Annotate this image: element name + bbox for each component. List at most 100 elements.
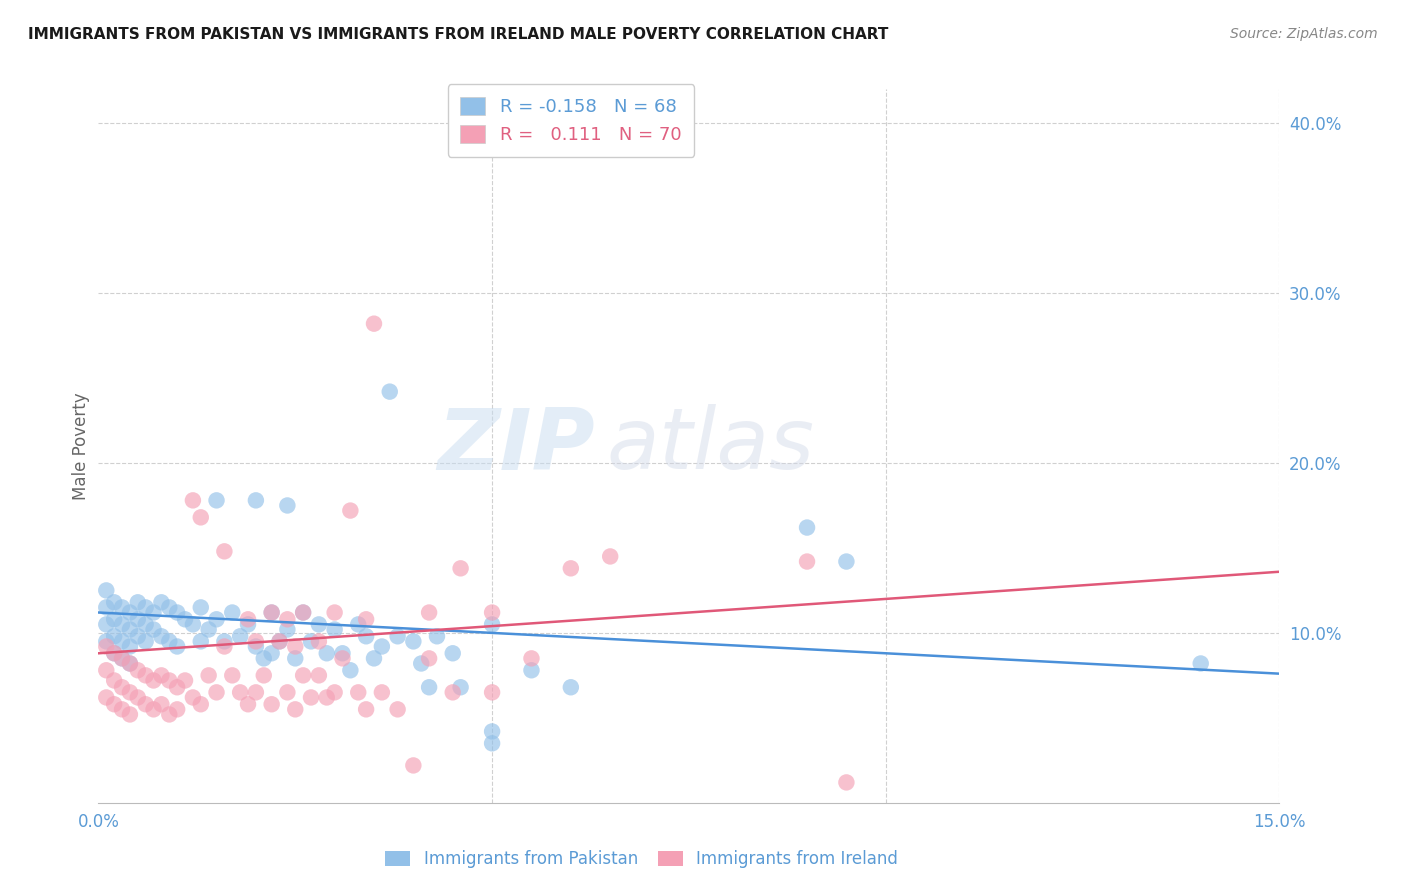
Point: [260, 606, 283, 620]
Point: [418, 606, 440, 620]
Point: [253, 668, 276, 682]
Point: [387, 629, 409, 643]
Legend: Immigrants from Pakistan, Immigrants from Ireland: Immigrants from Pakistan, Immigrants fro…: [377, 842, 907, 877]
Point: [111, 600, 134, 615]
Point: [150, 595, 173, 609]
Point: [323, 685, 346, 699]
Point: [260, 698, 283, 712]
Point: [426, 629, 449, 643]
Point: [96, 600, 118, 615]
Point: [197, 623, 219, 637]
Point: [111, 702, 134, 716]
Point: [150, 668, 173, 682]
Point: [166, 702, 188, 716]
Point: [135, 698, 157, 712]
Point: [481, 724, 503, 739]
Point: [236, 612, 259, 626]
Point: [560, 680, 582, 694]
Point: [214, 544, 236, 558]
Point: [315, 646, 337, 660]
Point: [150, 698, 173, 712]
Point: [276, 685, 298, 699]
Point: [96, 663, 118, 677]
Y-axis label: Male Poverty: Male Poverty: [72, 392, 90, 500]
Point: [166, 640, 188, 654]
Point: [520, 663, 543, 677]
Point: [142, 606, 165, 620]
Point: [835, 555, 858, 569]
Point: [284, 640, 307, 654]
Point: [118, 685, 141, 699]
Point: [96, 617, 118, 632]
Point: [354, 702, 377, 716]
Point: [387, 702, 409, 716]
Point: [236, 698, 259, 712]
Point: [118, 640, 141, 654]
Point: [354, 629, 377, 643]
Point: [166, 680, 188, 694]
Point: [103, 673, 125, 688]
Text: atlas: atlas: [606, 404, 814, 488]
Point: [96, 690, 118, 705]
Point: [276, 612, 298, 626]
Point: [332, 651, 354, 665]
Point: [560, 561, 582, 575]
Point: [315, 690, 337, 705]
Point: [308, 668, 330, 682]
Point: [323, 623, 346, 637]
Point: [347, 685, 370, 699]
Point: [103, 629, 125, 643]
Point: [481, 736, 503, 750]
Point: [269, 634, 291, 648]
Point: [150, 629, 173, 643]
Point: [118, 606, 141, 620]
Point: [441, 685, 464, 699]
Point: [402, 634, 425, 648]
Point: [276, 623, 298, 637]
Point: [118, 707, 141, 722]
Point: [411, 657, 433, 671]
Point: [323, 606, 346, 620]
Point: [96, 634, 118, 648]
Point: [190, 698, 212, 712]
Point: [339, 663, 361, 677]
Point: [308, 617, 330, 632]
Point: [135, 617, 157, 632]
Point: [332, 646, 354, 660]
Point: [96, 640, 118, 654]
Point: [174, 612, 197, 626]
Point: [135, 668, 157, 682]
Point: [481, 617, 503, 632]
Point: [299, 634, 322, 648]
Point: [214, 640, 236, 654]
Point: [111, 651, 134, 665]
Point: [118, 657, 141, 671]
Point: [292, 606, 315, 620]
Point: [245, 493, 267, 508]
Text: ZIP: ZIP: [437, 404, 595, 488]
Point: [214, 634, 236, 648]
Point: [103, 612, 125, 626]
Point: [135, 634, 157, 648]
Point: [103, 646, 125, 660]
Point: [118, 657, 141, 671]
Point: [96, 583, 118, 598]
Point: [599, 549, 621, 564]
Point: [245, 685, 267, 699]
Point: [157, 634, 180, 648]
Point: [245, 634, 267, 648]
Point: [245, 640, 267, 654]
Point: [796, 520, 818, 534]
Point: [481, 685, 503, 699]
Point: [441, 646, 464, 660]
Point: [481, 606, 503, 620]
Text: IMMIGRANTS FROM PAKISTAN VS IMMIGRANTS FROM IRELAND MALE POVERTY CORRELATION CHA: IMMIGRANTS FROM PAKISTAN VS IMMIGRANTS F…: [28, 27, 889, 42]
Point: [276, 499, 298, 513]
Point: [190, 600, 212, 615]
Point: [450, 561, 472, 575]
Point: [181, 493, 204, 508]
Point: [292, 668, 315, 682]
Point: [418, 680, 440, 694]
Point: [308, 634, 330, 648]
Point: [181, 617, 204, 632]
